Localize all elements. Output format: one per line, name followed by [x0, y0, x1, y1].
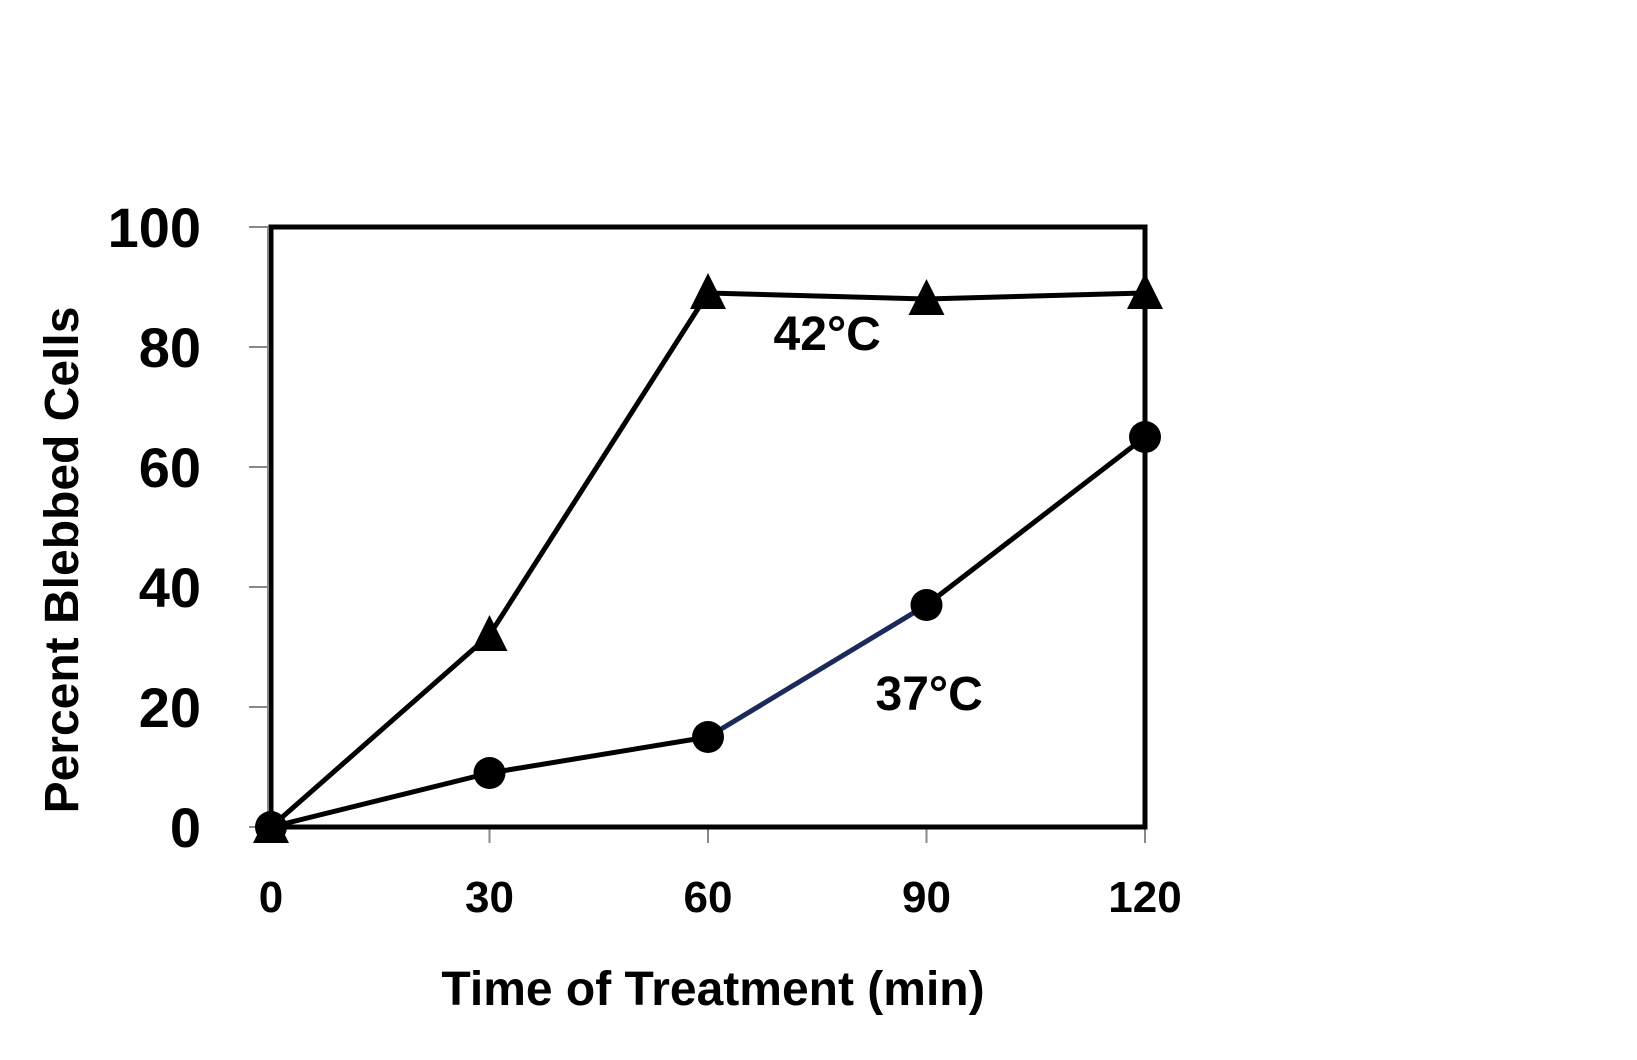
data-point-circle	[692, 721, 724, 753]
series-label-37c: 37°C	[876, 668, 983, 721]
series-segment	[269, 633, 492, 829]
data-point-circle	[473, 757, 506, 789]
data-point-circle	[255, 811, 287, 843]
y-tick-label: 0	[170, 796, 201, 859]
series-segment	[270, 770, 491, 830]
data-point-circle	[1129, 421, 1161, 453]
y-axis-title: Percent Blebbed Cells	[36, 307, 89, 814]
y-tick-label: 40	[139, 556, 201, 619]
y-tick-label: 20	[139, 676, 201, 739]
x-tick-label: 90	[902, 873, 951, 922]
series-segment	[489, 734, 709, 776]
series-layer	[253, 273, 1163, 843]
y-tick-group: 0 20 40 60 80 100	[108, 196, 271, 859]
data-point-circle	[910, 589, 943, 621]
x-tick-group: 0 30 60 90 120	[259, 827, 1182, 922]
x-tick-label: 0	[259, 873, 283, 922]
x-axis-title: Time of Treatment (min)	[441, 963, 984, 1016]
data-point-triangle	[690, 273, 726, 309]
series-segment	[924, 435, 1147, 607]
series-segment	[706, 602, 928, 740]
x-tick-label: 60	[684, 873, 733, 922]
series-segment	[487, 291, 711, 637]
y-tick-label: 60	[139, 436, 201, 499]
data-point-triangle	[1127, 273, 1163, 309]
series-segment	[926, 290, 1146, 302]
y-tick-label: 100	[108, 196, 201, 259]
plot-frame	[268, 224, 1148, 830]
x-tick-label: 120	[1108, 873, 1181, 922]
y-tick-label: 80	[139, 316, 201, 379]
x-tick-label: 30	[465, 873, 514, 922]
data-point-triangle	[471, 615, 508, 651]
data-point-triangle	[908, 279, 945, 315]
series-label-42c: 42°C	[774, 308, 881, 361]
series-segment	[707, 290, 927, 302]
